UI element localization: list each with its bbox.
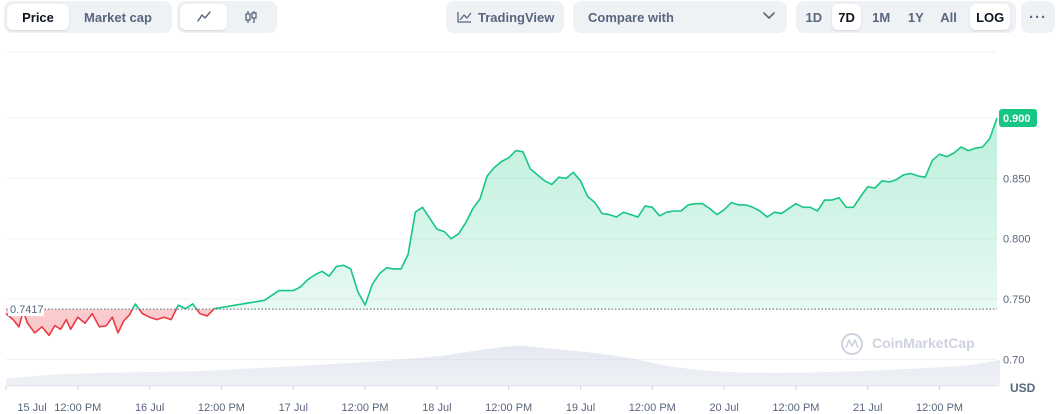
y-axis: 0.70 0.750 0.800 0.850 0.900	[1003, 113, 1031, 366]
time-range-selector: 1D 7D 1M 1Y All LOG	[796, 1, 1016, 33]
x-tick-label: 17 Jul	[279, 402, 308, 414]
watermark-text: CoinMarketCap	[872, 335, 975, 351]
compare-with-label: Compare with	[588, 9, 674, 25]
current-price-badge	[999, 109, 1037, 128]
log-scale-toggle[interactable]: LOG	[970, 4, 1010, 30]
baseline-label-background	[8, 302, 44, 317]
price-chart[interactable]: 0.7417 0.70 0.750 0.800 0.850 0.900 15 Jul 12…	[0, 40, 1058, 414]
line-chart-icon	[196, 11, 211, 22]
x-axis: 15 Jul 12:00 PM 16 Jul 12:00 PM 17 Jul 12:00 …	[5, 386, 963, 414]
range-1y-button[interactable]: 1Y	[907, 9, 924, 25]
x-tick-label: 16 Jul	[135, 402, 164, 414]
x-tick-label: 12:00 PM	[772, 402, 819, 414]
price-line-above-baseline	[131, 117, 998, 310]
tradingview-label: TradingView	[478, 9, 555, 25]
price-area-below-baseline	[6, 309, 214, 336]
range-all-button[interactable]: All	[940, 9, 957, 25]
x-tick-label: 20 Jul	[709, 402, 738, 414]
tab-price[interactable]: Price	[7, 4, 69, 30]
x-tick-label: 19 Jul	[566, 402, 595, 414]
volume-area	[6, 345, 1000, 386]
price-line-below-baseline	[5, 309, 217, 337]
x-tick-label: 12:00 PM	[54, 402, 101, 414]
x-tick-label: 12:00 PM	[342, 402, 389, 414]
candlestick-button[interactable]	[227, 4, 274, 30]
line-chart-button[interactable]	[180, 4, 227, 30]
candlestick-icon	[244, 11, 257, 23]
tradingview-button[interactable]: TradingView	[446, 1, 564, 33]
y-tick-label: 0.70	[1003, 354, 1024, 366]
coinmarketcap-watermark: CoinMarketCap	[841, 333, 975, 355]
tab-market-cap[interactable]: Market cap	[84, 9, 152, 25]
range-1m-button[interactable]: 1M	[872, 9, 891, 25]
x-tick-label: 12:00 PM	[629, 402, 676, 414]
currency-label: USD	[1010, 381, 1036, 395]
compare-with-dropdown[interactable]: Compare with	[573, 1, 787, 33]
x-tick-label: 18 Jul	[422, 402, 451, 414]
range-1d-button[interactable]: 1D	[805, 9, 823, 25]
chart-type-tabs: Price Market cap	[4, 1, 172, 33]
x-tick-label: 21 Jul	[853, 402, 882, 414]
chart-view-toggle	[177, 1, 277, 33]
current-price-label: 0.900	[1003, 113, 1031, 125]
more-options-button[interactable]: ···	[1021, 1, 1055, 33]
tradingview-chart-icon	[457, 12, 472, 23]
y-tick-label: 0.800	[1003, 234, 1031, 246]
chart-toolbar: Price Market cap TradingView Compare wit…	[0, 0, 1058, 36]
range-7d-button[interactable]: 7D	[831, 4, 862, 30]
y-tick-label: 0.750	[1003, 294, 1031, 306]
price-area-above-baseline	[132, 118, 997, 310]
x-tick-label: 12:00 PM	[198, 402, 245, 414]
baseline-label: 0.7417	[10, 304, 44, 316]
chevron-down-icon	[763, 12, 775, 19]
y-tick-label: 0.850	[1003, 173, 1031, 185]
x-tick-label: 15 Jul	[17, 402, 46, 414]
x-tick-label: 12:00 PM	[916, 402, 963, 414]
x-tick-label: 12:00 PM	[485, 402, 532, 414]
